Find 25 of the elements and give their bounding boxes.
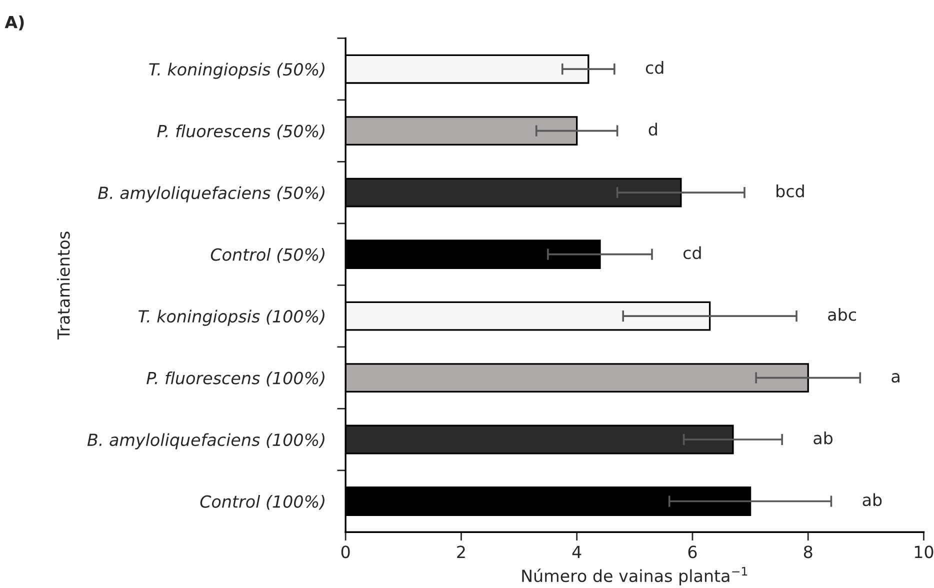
text: A) — [4, 15, 24, 30]
annotation: bcd — [776, 184, 804, 198]
y-tick-label: P. fluorescens (100%) — [146, 371, 324, 386]
y-tick-label: T. koningiopsis (50%) — [149, 62, 324, 79]
annotation: ab — [814, 431, 833, 444]
x-tick-label: 10 — [914, 546, 934, 558]
annotation: a — [892, 373, 900, 383]
y-tick-label: B. amyloliquefaciens (100%) — [87, 433, 324, 450]
annotation: cd — [683, 246, 701, 260]
annotation: ab — [862, 493, 882, 506]
x-tick-label: 0 — [341, 546, 350, 558]
y-axis-title: Tratamientos — [56, 232, 70, 340]
x-tick-label: 2 — [457, 546, 465, 558]
annotation: d — [648, 122, 657, 136]
y-tick-label: Control (100%) — [200, 494, 324, 510]
y-tick-label: T. koningiopsis (100%) — [138, 310, 324, 326]
x-tick-label: 6 — [688, 546, 697, 558]
x-axis-title: Número de vainas planta$^{−1}$ — [522, 567, 748, 586]
y-tick-label: B. amyloliquefaciens (50%) — [98, 186, 324, 202]
x-tick-label: 4 — [572, 546, 582, 558]
y-tick-label: P. fluorescens (50%) — [157, 124, 324, 140]
y-tick-label: Control (50%) — [210, 248, 324, 263]
annotation: cd — [646, 61, 664, 74]
x-tick-label: 8 — [804, 546, 812, 558]
annotation: abc — [828, 308, 856, 321]
